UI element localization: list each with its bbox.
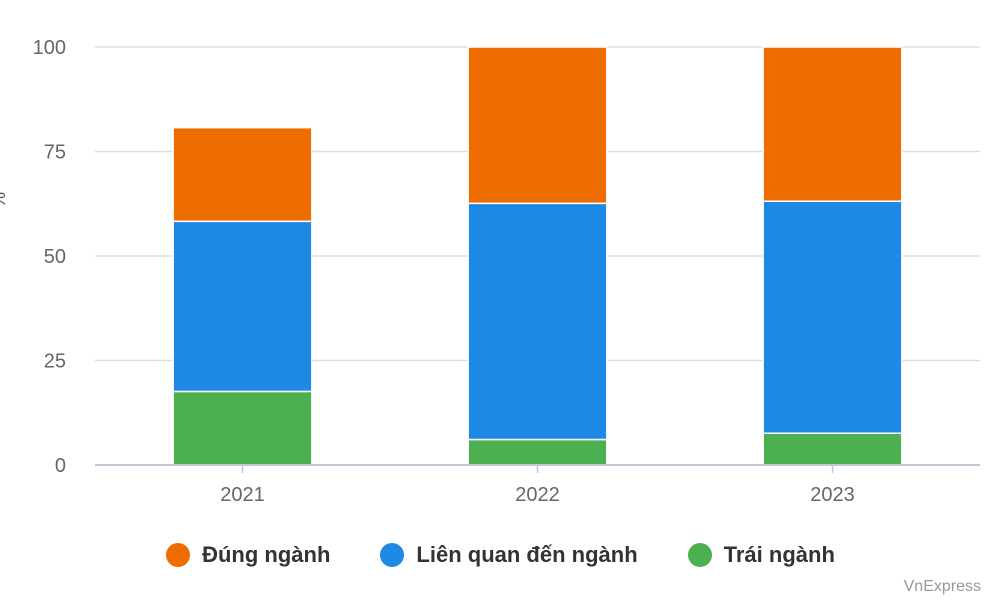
legend-swatch (166, 543, 191, 567)
legend-swatch (687, 543, 712, 567)
bar-segment (172, 390, 313, 466)
legend-label: Đúng ngành (202, 542, 331, 567)
bars (172, 46, 903, 466)
x-tick-label: 2022 (515, 484, 560, 506)
bar-segment (467, 46, 608, 205)
x-axis-ticks: 2021 2022 2023 (220, 465, 855, 506)
bar-segment (762, 200, 903, 434)
legend-label: Trái ngành (723, 542, 835, 567)
legend-item[interactable]: Liên quan đến ngành (380, 542, 638, 568)
y-axis-title: % (0, 192, 9, 208)
bar-segment (762, 432, 903, 466)
legend-item[interactable]: Đúng ngành (166, 542, 330, 568)
legend-label: Liên quan đến ngành (416, 542, 638, 567)
legend-swatch (380, 543, 405, 567)
y-tick-label: 25 (44, 351, 66, 373)
bar-segment (172, 220, 313, 393)
legend-item[interactable]: Trái ngành (687, 542, 835, 568)
y-axis-ticks: 0 25 50 75 100 (33, 37, 66, 477)
x-tick-label: 2023 (810, 484, 855, 506)
bar-segment (762, 46, 903, 202)
x-tick-label: 2021 (220, 484, 265, 506)
y-tick-label: 100 (33, 37, 66, 59)
legend: Đúng ngành Liên quan đến ngành Trái ngành (0, 537, 1001, 573)
y-tick-label: 75 (44, 142, 66, 164)
y-tick-label: 0 (55, 455, 66, 477)
bar-segment (172, 126, 313, 223)
bar-segment (467, 438, 608, 466)
source-credit: VnExpress (903, 578, 981, 595)
bar-segment (467, 202, 608, 441)
y-tick-label: 50 (44, 246, 66, 268)
